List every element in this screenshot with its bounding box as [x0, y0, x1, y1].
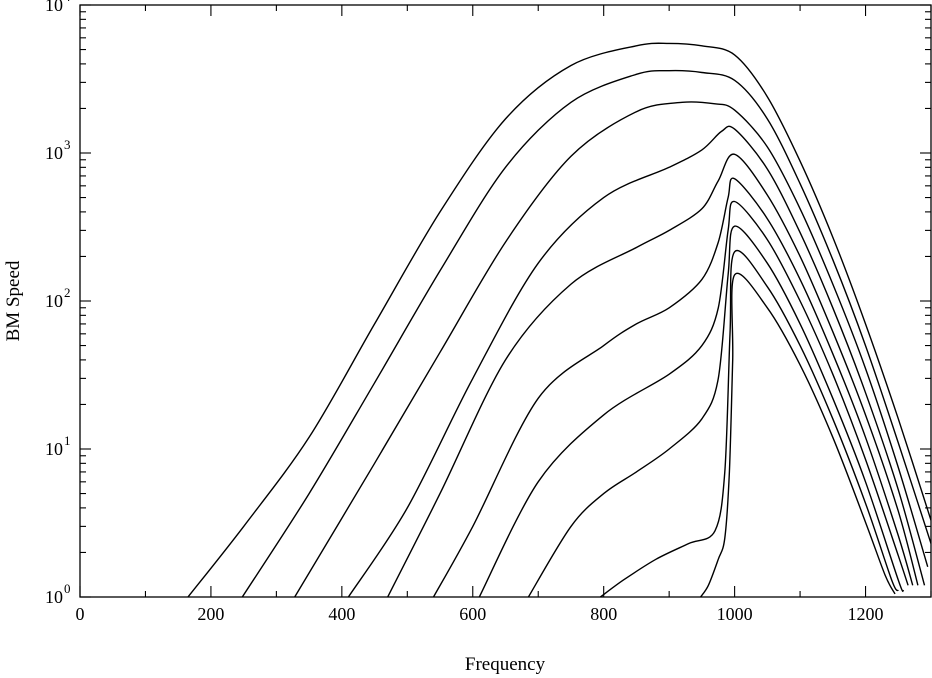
x-tick-label-200: 200: [197, 604, 224, 624]
curve-7: [478, 200, 909, 597]
y-tick-exponent-1: 0: [64, 581, 71, 596]
curve-3: [294, 101, 929, 597]
y-tick-labels: 100101102103104: [45, 0, 71, 607]
x-tick-label-0: 0: [76, 604, 85, 624]
y-tick-label-10000: 10: [45, 0, 63, 15]
curve-5: [387, 153, 919, 597]
curves-layer: [187, 42, 931, 597]
x-tick-label-1000: 1000: [717, 604, 753, 624]
curve-9: [599, 249, 899, 597]
curve-4: [347, 125, 926, 597]
curve-1: [187, 42, 931, 597]
y-tick-exponent-10: 1: [64, 433, 71, 448]
ticks-layer: [79, 4, 932, 598]
y-tick-label-10: 10: [45, 439, 63, 459]
curve-2: [241, 69, 931, 597]
x-tick-label-800: 800: [590, 604, 617, 624]
y-axis-title: BM Speed: [3, 260, 24, 341]
x-axis-title: Frequency: [465, 654, 546, 675]
y-tick-label-1: 10: [45, 587, 63, 607]
y-tick-label-100: 10: [45, 291, 63, 311]
x-tick-label-1200: 1200: [848, 604, 884, 624]
plot-frame: [79, 4, 932, 598]
curve-6: [432, 177, 914, 597]
x-tick-label-600: 600: [459, 604, 486, 624]
x-tick-labels: 0 200 400 600 800 1000 1200: [76, 604, 884, 624]
y-tick-exponent-1000: 3: [64, 137, 71, 152]
y-tick-exponent-100: 2: [64, 285, 71, 300]
y-tick-label-1000: 10: [45, 143, 63, 163]
curve-8: [527, 225, 905, 597]
x-tick-label-400: 400: [328, 604, 355, 624]
y-tick-exponent-10000: 4: [64, 0, 71, 4]
curve-10: [700, 272, 896, 597]
